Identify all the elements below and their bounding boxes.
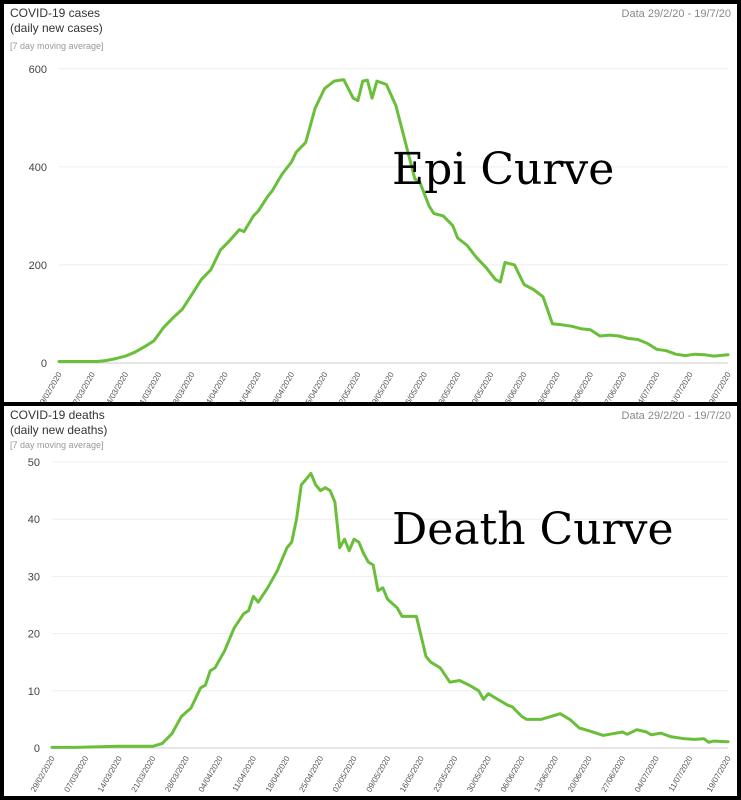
cases-x-tick-label: 29/02/2020 xyxy=(36,370,64,402)
deaths-x-tick-label: 28/03/2020 xyxy=(163,754,191,794)
cases-chart-panel: COVID-19 cases (daily new cases) [7 day … xyxy=(4,4,737,402)
cases-x-tick-label: 30/05/2020 xyxy=(468,370,496,402)
cases-x-tick-label: 16/05/2020 xyxy=(401,370,429,402)
deaths-y-tick-label: 20 xyxy=(28,629,40,641)
deaths-chart-title: COVID-19 deaths xyxy=(10,408,105,422)
deaths-x-tick-label: 11/04/2020 xyxy=(231,754,259,793)
cases-x-tick-label: 18/04/2020 xyxy=(268,370,296,402)
deaths-x-tick-label: 30/05/2020 xyxy=(465,754,493,794)
deaths-chart-panel: COVID-19 deaths (daily new deaths) [7 da… xyxy=(4,406,737,796)
cases-y-tick-label: 400 xyxy=(29,162,47,174)
cases-x-tick-label: 06/06/2020 xyxy=(501,370,529,402)
deaths-x-tick-label: 06/06/2020 xyxy=(499,754,527,794)
deaths-series-line xyxy=(50,471,730,749)
cases-x-tick-label: 27/06/2020 xyxy=(601,370,629,402)
cases-x-tick-label: 14/03/2020 xyxy=(102,370,130,402)
deaths-y-tick-label: 0 xyxy=(34,743,40,755)
epi-curve-label: Epi Curve xyxy=(392,144,615,195)
deaths-x-tick-label: 19/07/2020 xyxy=(705,754,733,794)
deaths-x-tick-label: 20/06/2020 xyxy=(566,754,594,794)
cases-line-chart: 0 200 400 600 29/02/2020 07/03/2020 14/03/2020… xyxy=(29,64,733,402)
cases-x-tick-label: 11/04/2020 xyxy=(235,370,263,402)
cases-x-tick-label: 21/03/2020 xyxy=(136,370,164,402)
deaths-y-tick-label: 30 xyxy=(28,571,40,583)
cases-x-tick-label: 04/07/2020 xyxy=(634,370,662,402)
cases-x-tick-label: 02/05/2020 xyxy=(335,370,363,402)
cases-y-tick-label: 200 xyxy=(29,260,47,272)
cases-chart-note: [7 day moving average] xyxy=(10,41,104,51)
deaths-x-tick-label: 11/07/2020 xyxy=(667,754,695,793)
cases-x-tick-label: 09/05/2020 xyxy=(368,370,396,402)
cases-x-tick-label: 11/07/2020 xyxy=(667,370,695,402)
deaths-x-tick-label: 23/05/2020 xyxy=(432,754,460,794)
deaths-line-chart: 0 10 20 30 40 50 29/02/2020 07/03/2020 14/03/202… xyxy=(28,457,733,794)
cases-x-tick-label: 28/03/2020 xyxy=(169,370,197,402)
cases-chart-subtitle: (daily new cases) xyxy=(10,21,103,35)
cases-x-tick-label: 25/04/2020 xyxy=(302,370,330,402)
deaths-x-tick-label: 27/06/2020 xyxy=(599,754,627,794)
death-curve-label: Death Curve xyxy=(392,504,674,555)
deaths-chart-subtitle: (daily new deaths) xyxy=(10,423,108,437)
deaths-x-tick-label: 16/05/2020 xyxy=(398,754,426,794)
deaths-data-range: Data 29/2/20 - 19/7/20 xyxy=(621,410,731,422)
deaths-x-tick-label: 13/06/2020 xyxy=(532,754,560,794)
cases-x-tick-label: 20/06/2020 xyxy=(567,370,595,402)
deaths-y-tick-label: 10 xyxy=(28,686,40,698)
deaths-x-tick-label: 02/05/2020 xyxy=(331,754,359,794)
cases-x-tick-label: 13/06/2020 xyxy=(534,370,562,402)
cases-y-tick-label: 0 xyxy=(41,358,47,370)
cases-x-tick-label: 19/07/2020 xyxy=(705,370,733,402)
deaths-y-tick-label: 40 xyxy=(28,514,40,526)
deaths-x-tick-label: 04/04/2020 xyxy=(197,754,225,794)
deaths-x-tick-label: 29/02/2020 xyxy=(29,754,57,794)
deaths-x-tick-label: 18/04/2020 xyxy=(264,754,292,794)
deaths-chart-note: [7 day moving average] xyxy=(10,440,104,450)
deaths-y-tick-label: 50 xyxy=(28,457,40,469)
deaths-x-tick-label: 04/07/2020 xyxy=(633,754,661,794)
deaths-x-tick-label: 09/05/2020 xyxy=(365,754,393,794)
cases-data-range: Data 29/2/20 - 19/7/20 xyxy=(621,8,731,20)
cases-chart-title: COVID-19 cases xyxy=(10,6,101,20)
cases-chart-title-block: COVID-19 cases (daily new cases) xyxy=(10,6,103,36)
cases-y-tick-label: 600 xyxy=(29,64,47,76)
cases-x-tick-label: 04/04/2020 xyxy=(202,370,230,402)
deaths-x-tick-label: 25/04/2020 xyxy=(297,754,325,794)
deaths-x-tick-label: 14/03/2020 xyxy=(96,754,124,794)
deaths-chart-title-block: COVID-19 deaths (daily new deaths) xyxy=(10,408,107,438)
cases-x-tick-label: 23/05/2020 xyxy=(434,370,462,402)
cases-series-line xyxy=(57,78,730,363)
deaths-x-tick-label: 21/03/2020 xyxy=(130,754,158,794)
cases-x-tick-label: 07/03/2020 xyxy=(69,370,97,402)
deaths-x-tick-label: 07/03/2020 xyxy=(62,754,90,794)
